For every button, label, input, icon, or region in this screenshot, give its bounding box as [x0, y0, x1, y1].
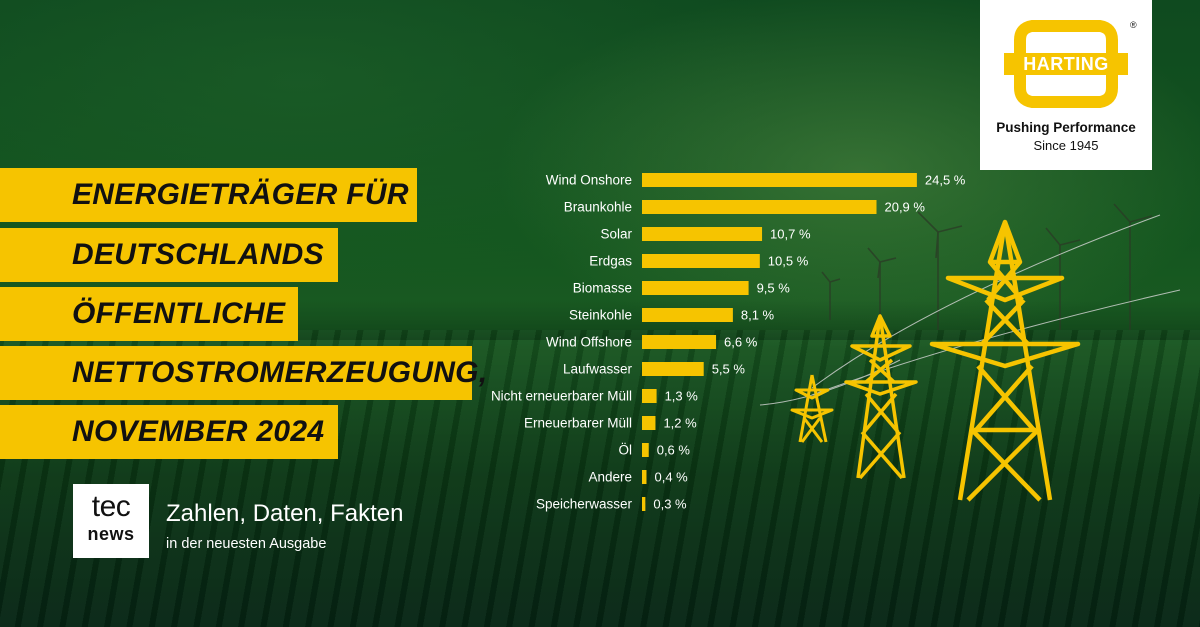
title-text: ÖFFENTLICHE [72, 297, 286, 330]
title-line-2: DEUTSCHLANDS [0, 228, 338, 282]
category-label: Erneuerbarer Müll [524, 416, 632, 431]
bar [642, 281, 749, 295]
harting-emblem-icon: HARTING ® [1004, 20, 1137, 108]
registered-mark: ® [1130, 20, 1137, 30]
value-label: 5,5 % [712, 362, 746, 377]
pylon-small-icon [790, 374, 834, 443]
harting-wordmark: HARTING [1023, 54, 1109, 74]
value-label: 0,3 % [653, 497, 687, 512]
category-label: Braunkohle [564, 200, 632, 215]
category-label: Wind Offshore [546, 335, 632, 350]
bar [642, 470, 647, 484]
tecnews-logo: tec news [73, 484, 149, 558]
category-label: Wind Onshore [546, 173, 632, 188]
category-label: Andere [588, 470, 632, 485]
value-label: 9,5 % [757, 281, 791, 296]
title-text: ENERGIETRÄGER FÜR [72, 178, 409, 211]
tecnews-subline: in der neuesten Ausgabe [166, 536, 327, 552]
title-line-5: NOVEMBER 2024 [0, 405, 338, 459]
bar [642, 308, 733, 322]
category-label: Öl [619, 443, 633, 458]
value-label: 10,7 % [770, 227, 811, 242]
bar [642, 335, 717, 349]
title-text: NOVEMBER 2024 [72, 415, 325, 448]
pylon-medium-icon [844, 314, 918, 480]
category-label: Solar [600, 227, 632, 242]
value-label: 0,4 % [654, 470, 688, 485]
value-label: 10,5 % [768, 254, 809, 269]
value-label: 8,1 % [741, 308, 775, 323]
value-label: 1,2 % [663, 416, 697, 431]
bar [642, 416, 656, 430]
logo-since: Since 1945 [1033, 138, 1099, 153]
value-label: 20,9 % [884, 200, 925, 215]
title-line-1: ENERGIETRÄGER FÜR [0, 168, 417, 222]
bar [642, 254, 760, 268]
harting-logo: HARTING ® Pushing Performance Since 1945 [980, 0, 1152, 170]
title-text: DEUTSCHLANDS [72, 238, 324, 271]
bar [642, 443, 649, 457]
category-label: Speicherwasser [536, 497, 633, 512]
category-label: Laufwasser [563, 362, 633, 377]
pylon-large-icon [929, 219, 1081, 502]
tecnews-headline: Zahlen, Daten, Fakten [166, 500, 404, 527]
logo-tagline: Pushing Performance [996, 120, 1136, 135]
title-text: NETTOSTROMERZEUGUNG, [72, 356, 488, 389]
bar [642, 200, 877, 214]
category-label: Steinkohle [569, 308, 632, 323]
tecnews-logo-top: tec [91, 490, 131, 523]
bar [642, 389, 657, 403]
bar [642, 362, 704, 376]
tecnews-logo-bottom: news [87, 524, 135, 544]
bar [642, 497, 646, 511]
category-label: Erdgas [589, 254, 632, 269]
value-label: 1,3 % [665, 389, 699, 404]
bar [642, 227, 763, 241]
title-line-3: ÖFFENTLICHE [0, 287, 298, 341]
value-label: 0,6 % [657, 443, 691, 458]
category-label: Biomasse [573, 281, 632, 296]
title-line-4: NETTOSTROMERZEUGUNG, [0, 346, 487, 400]
value-label: 6,6 % [724, 335, 758, 350]
bar [642, 173, 917, 187]
value-label: 24,5 % [925, 173, 966, 188]
category-label: Nicht erneuerbarer Müll [491, 389, 632, 404]
